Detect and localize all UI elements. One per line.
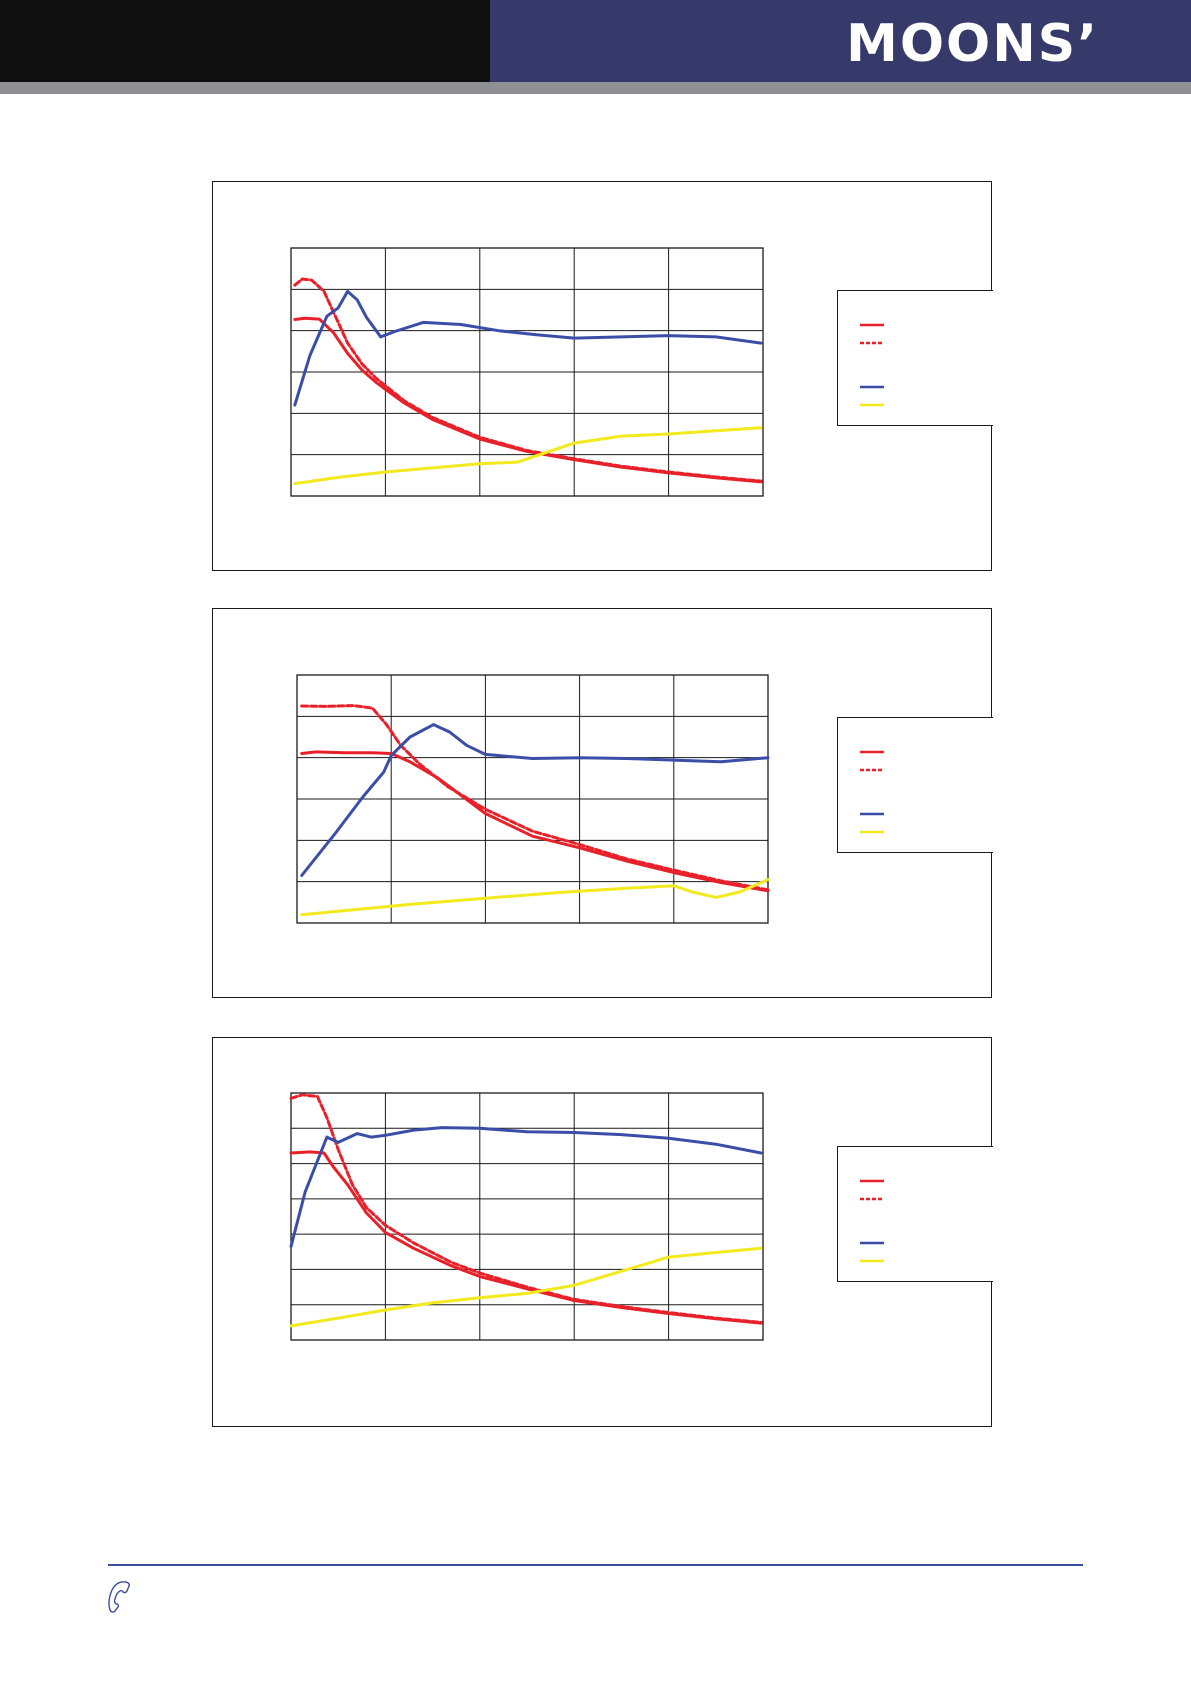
chart-panel-1 <box>212 181 993 571</box>
series-line-4 <box>300 878 770 917</box>
series-line-3 <box>289 1126 763 1248</box>
legend-box-1 <box>837 290 993 426</box>
legend-3-swatches <box>860 1179 884 1263</box>
series-line-1 <box>300 750 770 893</box>
series-line-4 <box>293 426 763 486</box>
header-brand-block <box>490 0 1191 82</box>
series-line-2 <box>289 1093 763 1324</box>
chart-1 <box>290 247 764 497</box>
chart-panel-3 <box>212 1037 993 1427</box>
phone-icon <box>108 1581 130 1613</box>
legend-2-swatches <box>860 750 884 834</box>
header-black-block <box>0 0 490 82</box>
header-rule <box>0 82 1191 94</box>
series-line-2 <box>293 277 763 483</box>
series-line-1 <box>289 1150 763 1325</box>
plot-frame <box>290 1092 764 1341</box>
series-line-3 <box>293 289 763 407</box>
chart-panel-2 <box>212 608 993 998</box>
series-line-3 <box>300 723 770 877</box>
legend-box-2 <box>837 717 993 853</box>
plot-frame <box>296 674 769 924</box>
moons-logo: MOONS’ <box>846 14 1099 74</box>
legend-box-3 <box>837 1146 993 1282</box>
chart-3 <box>289 1092 764 1341</box>
series-line-4 <box>289 1246 763 1328</box>
footer-rule <box>108 1564 1083 1566</box>
legend-1-swatches <box>860 323 884 407</box>
series-line-2 <box>300 704 770 892</box>
chart-2 <box>296 674 770 924</box>
plot-frame <box>290 247 764 497</box>
